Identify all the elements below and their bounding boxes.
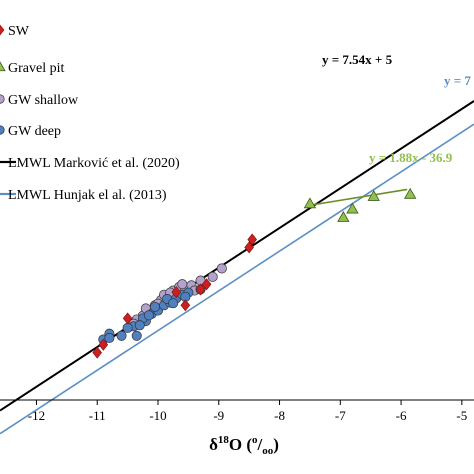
legend-label: GW shallow — [8, 93, 79, 108]
data-point-sw — [171, 286, 182, 299]
data-point-gw-deep — [116, 330, 127, 341]
legend-label: Gravel pit — [8, 61, 64, 76]
trend-line-1 — [0, 123, 474, 435]
data-point-gw-deep — [104, 332, 115, 343]
equation-markovic: y = 7.54x + 5 — [322, 52, 393, 67]
data-point-gw-deep — [122, 322, 133, 333]
data-point-sw — [201, 278, 212, 291]
data-point-gw-shallow — [177, 279, 188, 290]
legend-label: GW deep — [8, 124, 61, 139]
data-point-gw-deep — [134, 320, 145, 331]
equation-gravel-pit: y = 1.88x - 36.9 — [369, 150, 453, 165]
legend-marker — [0, 24, 5, 36]
x-tick-label: -10 — [149, 408, 166, 423]
data-point-gw-deep — [149, 301, 160, 312]
x-tick-label: -12 — [28, 408, 45, 423]
data-point-sw — [122, 312, 133, 325]
data-point-sw — [195, 283, 206, 296]
data-points — [92, 187, 417, 359]
data-point-sw — [247, 233, 257, 246]
data-point-gw-deep — [131, 330, 142, 341]
x-tick-label: -7 — [335, 408, 346, 423]
legend-label: LMWL Marković et al. (2020) — [8, 156, 180, 171]
data-point-sw — [98, 338, 109, 351]
x-tick-label: -11 — [89, 408, 106, 423]
data-point-gravel-pit — [337, 211, 350, 222]
data-point-gravel-pit — [367, 190, 380, 201]
trend-line-0 — [0, 100, 474, 412]
regression-lines — [0, 100, 474, 435]
data-point-gw-deep — [168, 298, 179, 309]
data-point-gravel-pit — [303, 197, 317, 209]
data-point-gravel-pit — [346, 202, 359, 214]
legend-label: LMWL Hunjak el al. (2013) — [8, 188, 167, 203]
x-tick-label: -8 — [274, 408, 285, 423]
trend-line-2 — [309, 188, 408, 207]
legend: SW Gravel pit GW shallow GW deep LMWL Markov… — [0, 24, 180, 203]
x-tick-label: -6 — [396, 408, 407, 423]
data-point-sw — [244, 241, 254, 254]
data-point-gw-shallow — [216, 263, 227, 274]
x-axis-ticks: -12 -11 -10 -9 -8 -7 -6 -5 — [28, 400, 467, 423]
legend-marker — [0, 94, 5, 104]
data-point-gw-deep — [143, 310, 154, 321]
equation-hunjak: y = 7 — [444, 73, 471, 88]
data-point-sw — [180, 299, 191, 312]
x-tick-label: -9 — [213, 408, 224, 423]
x-axis-title: δ18O (o/oo) — [209, 434, 279, 457]
x-tick-label: -5 — [456, 408, 467, 423]
legend-marker — [0, 61, 6, 72]
legend-marker — [0, 125, 5, 135]
data-point-gravel-pit — [404, 187, 417, 199]
legend-label: SW — [8, 24, 30, 39]
data-point-sw — [92, 346, 103, 359]
data-point-gw-shallow — [207, 271, 218, 282]
